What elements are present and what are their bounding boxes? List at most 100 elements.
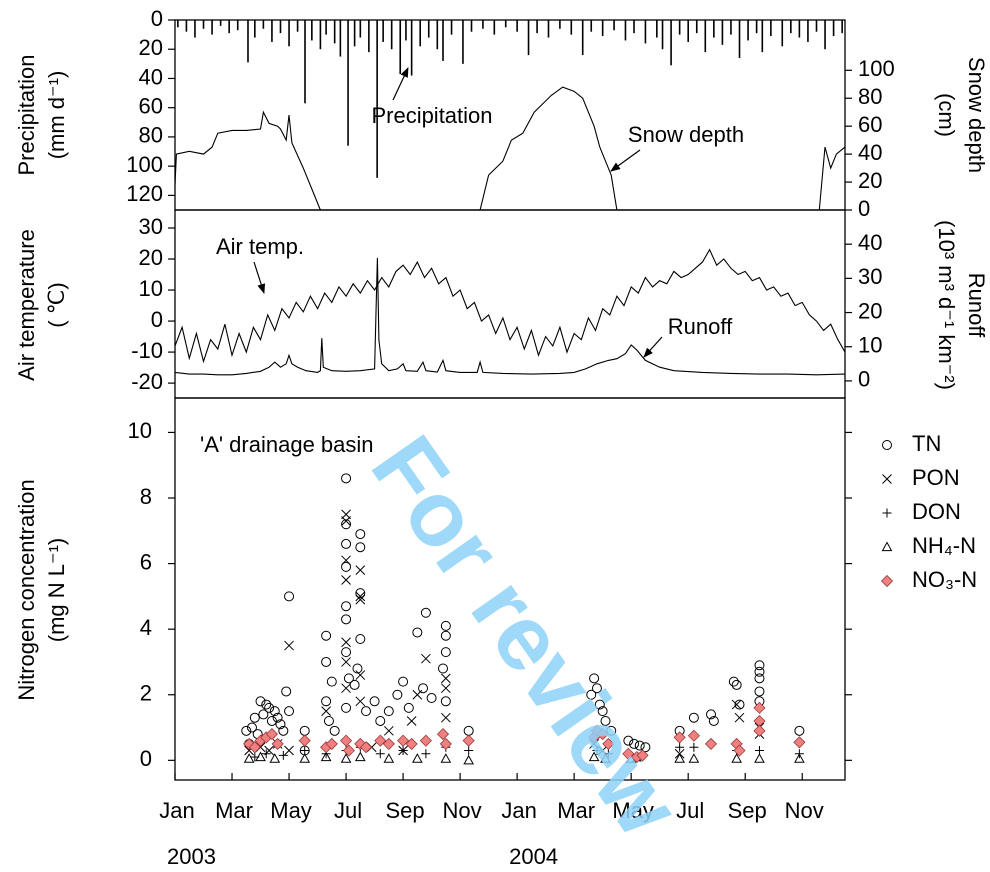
precip-bar: [590, 20, 593, 32]
y-tick-label: 40: [139, 64, 163, 89]
precip-bar: [450, 20, 453, 35]
y-axis-title: Nitrogen concentration: [14, 479, 39, 700]
point-tn: [383, 706, 394, 717]
precip-bar: [570, 20, 573, 35]
precip-bar: [304, 20, 306, 104]
point-tn: [392, 689, 403, 700]
point-pon: [731, 699, 742, 710]
series-line: [174, 257, 846, 376]
y2-tick-label: 60: [858, 112, 882, 137]
precip-bar: [730, 20, 732, 35]
point-nh4: [688, 753, 700, 763]
x-tick-label: May: [612, 798, 654, 823]
precip-bar: [798, 20, 801, 38]
point-no3: [753, 724, 766, 737]
precip-bar: [236, 20, 239, 31]
precip-bar: [219, 20, 222, 26]
precip-bar: [807, 20, 809, 42]
point-no3: [687, 729, 700, 742]
point-pon: [341, 657, 351, 667]
point-tn: [266, 715, 277, 726]
point-pon: [383, 725, 394, 736]
y-tick-label: 120: [126, 181, 163, 206]
precip-bar: [194, 20, 196, 38]
point-tn: [323, 715, 334, 726]
point-tn: [754, 660, 765, 671]
precip-bar: [747, 20, 749, 41]
point-tn: [241, 725, 252, 736]
y-axis-title: (mm d⁻¹): [44, 71, 69, 160]
precip-bar: [211, 20, 213, 35]
precip-bar: [601, 20, 604, 37]
y2-tick-label: 10: [858, 333, 882, 358]
y-tick-label: 8: [140, 484, 152, 509]
annotation: 'A' drainage basin: [200, 432, 374, 457]
precip-bar: [781, 20, 784, 47]
point-nh4: [731, 753, 743, 763]
point-tn: [629, 738, 640, 749]
y-tick-label: 30: [139, 214, 163, 239]
precip-bar: [527, 20, 530, 56]
precip-bar: [202, 20, 205, 29]
y-tick-label: -20: [131, 369, 163, 394]
point-tn: [463, 725, 474, 736]
point-no3: [298, 734, 311, 747]
point-no3: [248, 741, 261, 754]
point-tn: [734, 699, 745, 710]
panel: 0 20 40 60 80 100 120 0 20 40 60 80 100 Precipitation…: [14, 6, 989, 221]
y-tick-label: -10: [131, 338, 163, 363]
y2-tick-label: 0: [858, 196, 870, 221]
point-pon: [355, 591, 366, 602]
precip-bar: [359, 20, 362, 38]
y2-axis-title: Runoff: [964, 273, 989, 338]
point-nh4: [754, 753, 765, 763]
y-axis-title: Precipitation: [14, 54, 39, 175]
precip-bar: [704, 20, 707, 53]
point-tn: [594, 699, 605, 710]
precip-bar: [185, 20, 188, 32]
point-tn: [341, 601, 352, 612]
precip-bar: [581, 20, 584, 56]
point-tn: [255, 696, 266, 707]
point-nh4: [463, 754, 475, 765]
precip-bar: [254, 20, 256, 38]
point-tn: [361, 706, 372, 717]
precip-bar: [296, 20, 299, 32]
precip-bar: [382, 20, 384, 42]
point-tn: [375, 715, 386, 726]
point-pon: [355, 696, 366, 707]
point-no3: [265, 728, 279, 741]
point-nh4: [340, 753, 352, 763]
legend-marker: [880, 574, 894, 588]
point-no3: [733, 744, 746, 757]
point-no3: [271, 737, 284, 750]
y-tick-label: 4: [140, 615, 152, 640]
x-tick-label: Mar: [215, 798, 253, 823]
y-tick-label: 60: [139, 94, 163, 119]
precip-bar: [368, 20, 370, 53]
annotation-arrow: [392, 67, 409, 101]
point-tn: [355, 529, 366, 540]
series-line: [174, 86, 846, 211]
point-tn: [640, 742, 651, 753]
point-tn: [440, 696, 451, 707]
point-nh4: [440, 753, 452, 763]
point-tn: [321, 696, 332, 707]
precip-bar: [815, 20, 818, 32]
precip-bar: [841, 20, 843, 34]
point-tn: [261, 699, 272, 710]
annotation-arrow: [253, 261, 266, 294]
point-no3: [243, 737, 256, 750]
point-nh4: [600, 753, 611, 763]
y-tick-label: 10: [128, 418, 152, 443]
precip-bar: [319, 20, 322, 50]
point-tn: [398, 676, 409, 687]
annotation-arrow: [610, 149, 641, 172]
precip-bar: [678, 20, 681, 35]
point-tn: [321, 630, 332, 641]
precip-bar: [339, 20, 342, 57]
point-pon: [734, 712, 745, 723]
precip-bar: [661, 20, 664, 50]
point-tn: [412, 627, 423, 638]
point-no3: [374, 734, 387, 747]
